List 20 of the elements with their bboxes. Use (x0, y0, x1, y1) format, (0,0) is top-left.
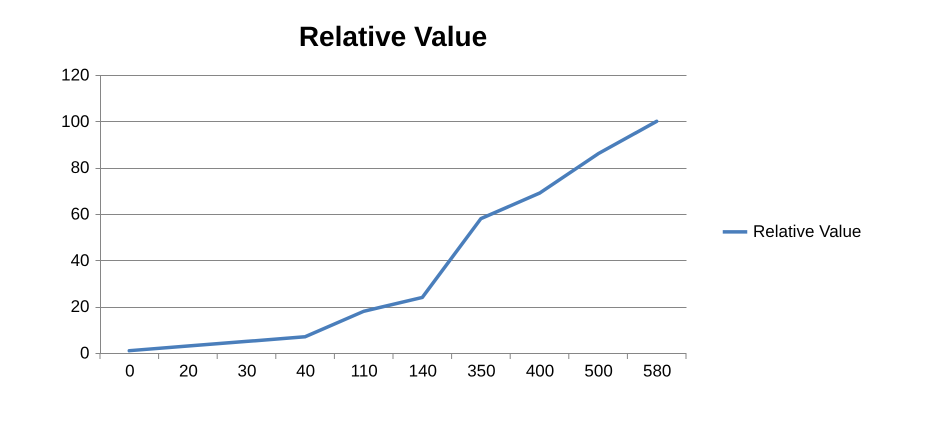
x-tick-label: 110 (350, 362, 378, 380)
x-tick-label: 40 (296, 362, 316, 380)
x-tick-label: 400 (526, 362, 554, 380)
legend-label: Relative Value (753, 222, 862, 241)
y-tick-label: 40 (70, 250, 90, 270)
y-tick-label: 80 (70, 158, 90, 178)
y-tick-label: 120 (61, 66, 90, 84)
x-tick-label: 0 (125, 362, 135, 380)
x-tick-label: 350 (467, 362, 496, 380)
y-tick-label: 100 (61, 112, 90, 131)
line-series (128, 120, 658, 352)
chart-title: Relative Value (298, 21, 488, 52)
y-tick-label: 0 (80, 344, 90, 362)
x-tick-label: 20 (178, 362, 198, 380)
y-tick-label: 60 (70, 204, 90, 224)
x-tick-label: 30 (238, 362, 256, 380)
x-tick-label: 500 (584, 362, 613, 380)
x-tick-label: 140 (408, 362, 437, 380)
x-tick-label: 580 (643, 362, 672, 380)
y-tick-label: 20 (70, 297, 90, 316)
